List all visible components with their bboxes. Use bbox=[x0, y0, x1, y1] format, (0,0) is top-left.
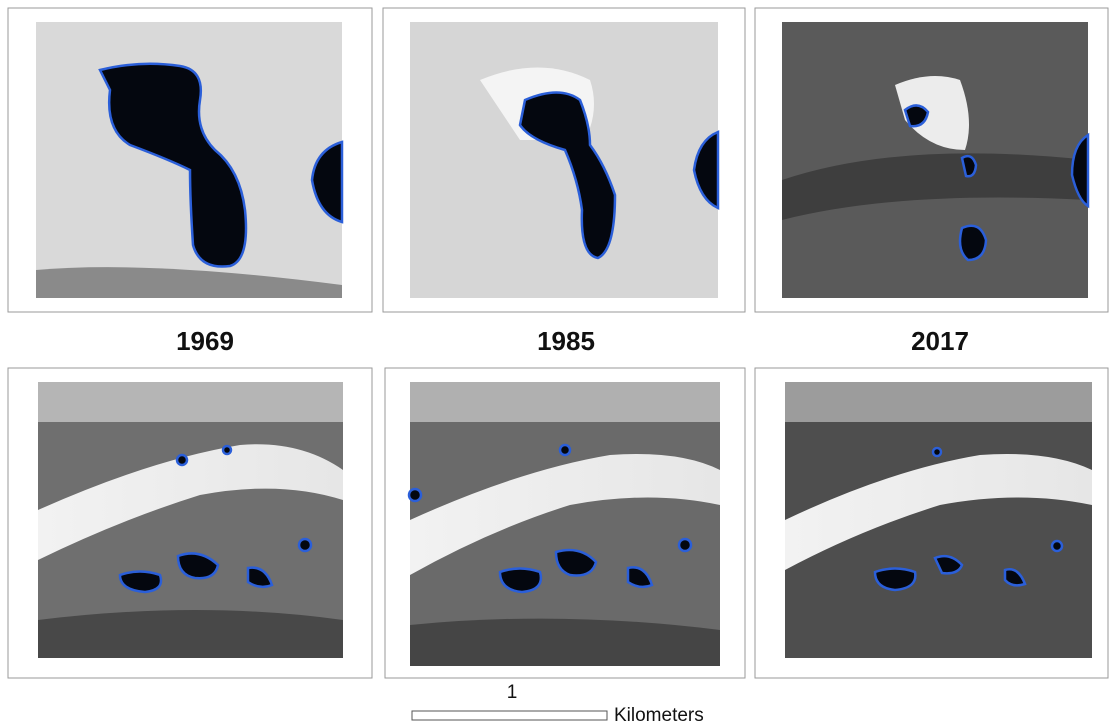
panel-2017-bottom bbox=[755, 368, 1108, 678]
mountains bbox=[38, 382, 343, 422]
lake bbox=[960, 226, 986, 260]
image bbox=[410, 22, 718, 298]
lake bbox=[875, 569, 915, 591]
terrain bbox=[38, 610, 343, 658]
scale-bar bbox=[412, 711, 607, 720]
mountains bbox=[785, 382, 1092, 422]
lake bbox=[679, 539, 691, 551]
lake bbox=[299, 539, 311, 551]
mountains bbox=[410, 382, 720, 422]
year-label: 2017 bbox=[911, 326, 969, 356]
lake bbox=[560, 445, 570, 455]
year-label: 1969 bbox=[176, 326, 234, 356]
lake bbox=[1052, 541, 1062, 551]
lake bbox=[933, 448, 941, 456]
year-label: 1985 bbox=[537, 326, 595, 356]
lake bbox=[409, 489, 421, 501]
figure: 1969 1985 2017 bbox=[0, 0, 1110, 725]
lake bbox=[177, 455, 187, 465]
scale-unit: Kilometers bbox=[614, 705, 704, 725]
panel-1985-top bbox=[383, 8, 745, 312]
scale-value: 1 bbox=[507, 682, 518, 703]
panel-1985-bottom bbox=[385, 368, 745, 678]
lake bbox=[223, 446, 231, 454]
terrain bbox=[410, 619, 720, 666]
panel-1969-bottom bbox=[8, 368, 372, 678]
panel-2017-top bbox=[755, 8, 1108, 312]
panel-1969-top bbox=[8, 8, 372, 312]
